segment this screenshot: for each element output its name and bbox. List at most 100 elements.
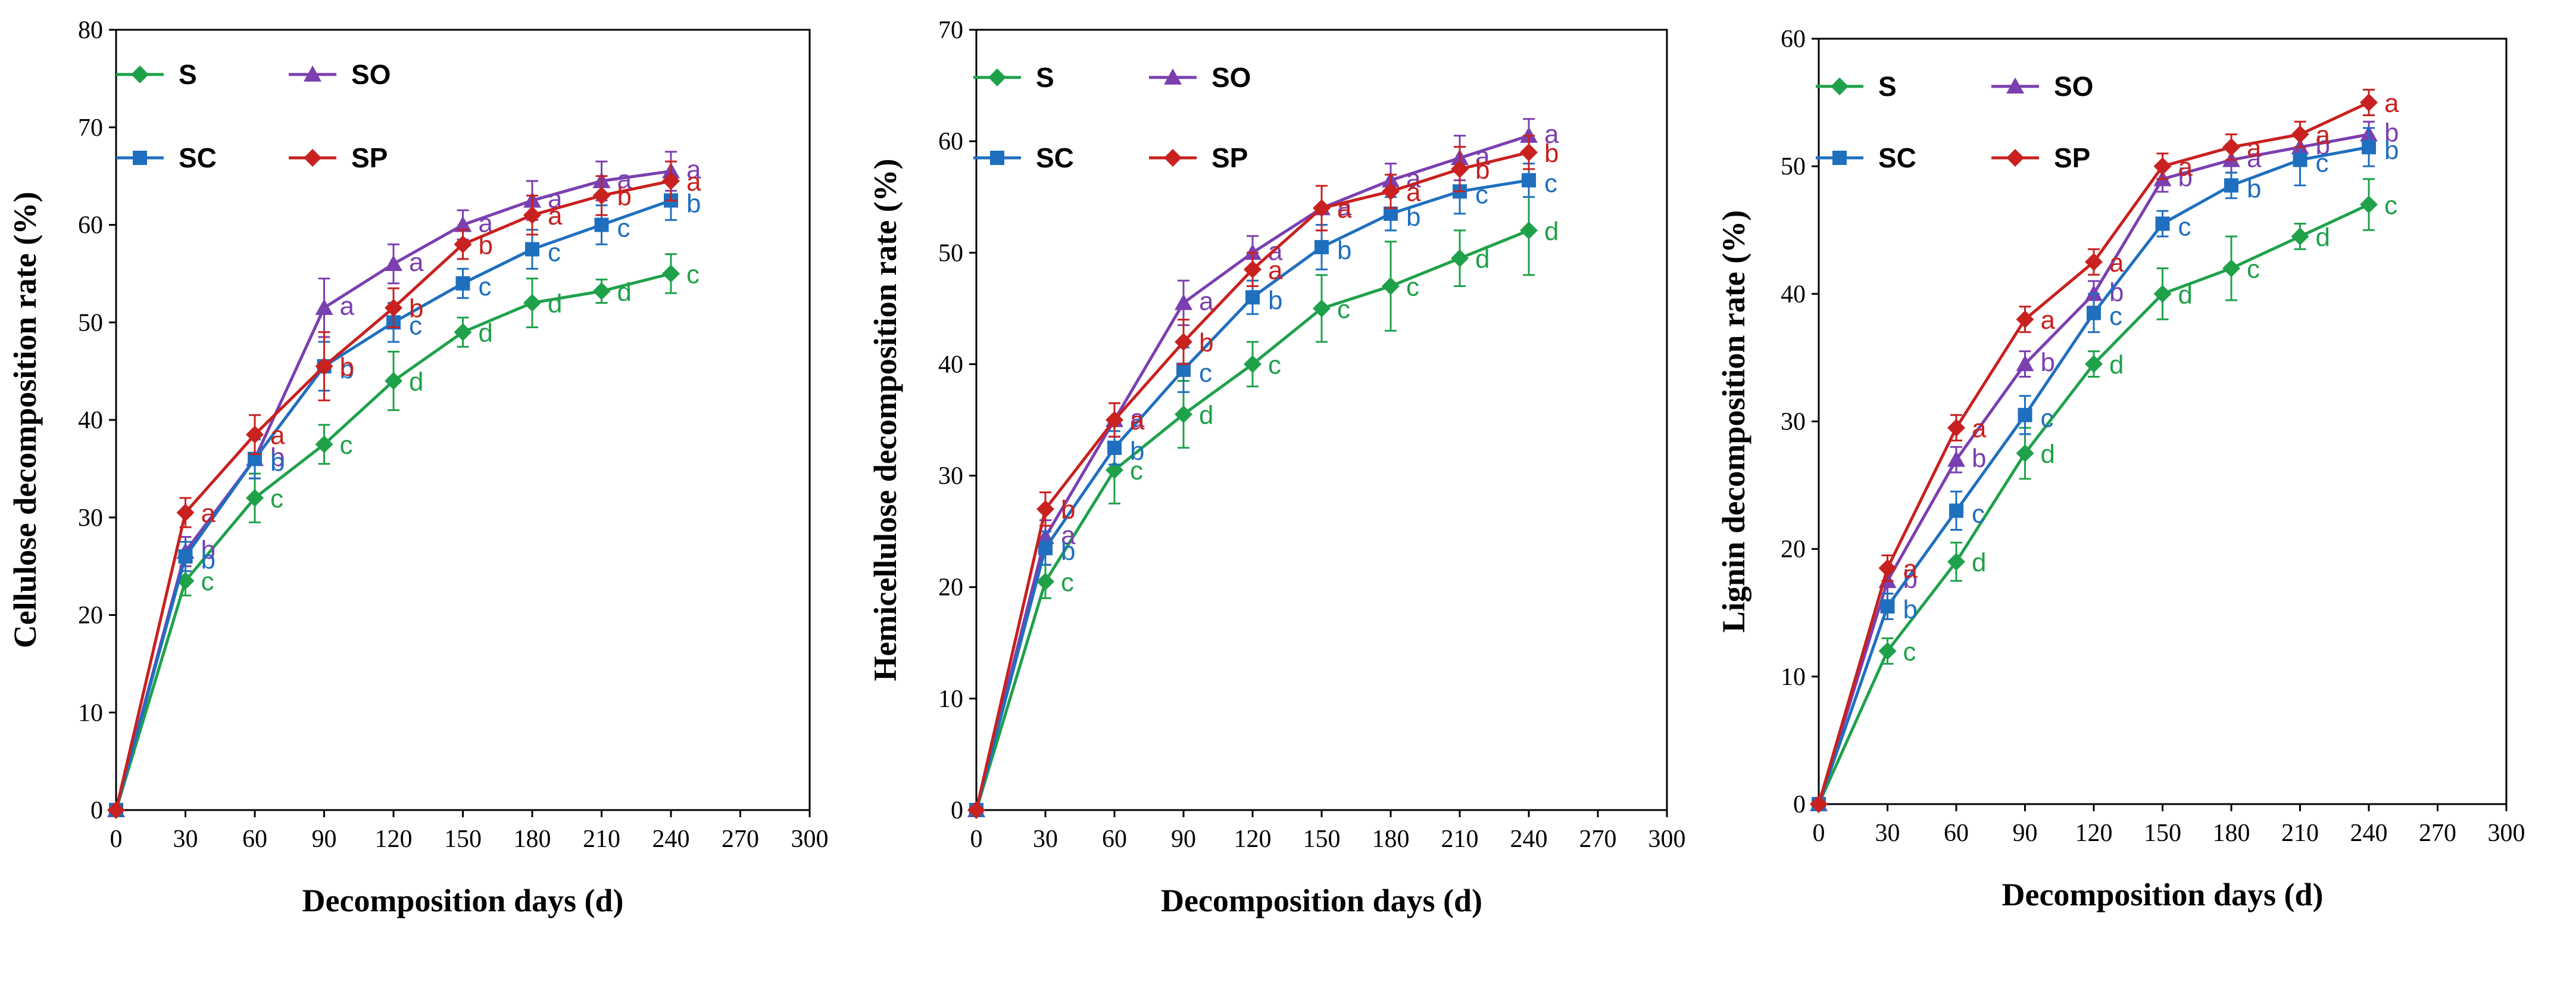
significance-letter: a xyxy=(1337,192,1352,221)
data-point-so xyxy=(454,216,472,232)
significance-letter: a xyxy=(1903,555,1918,584)
significance-letter: a xyxy=(686,167,701,197)
data-point-s xyxy=(2016,444,2034,463)
significance-letter: b xyxy=(1544,139,1559,168)
significance-letter: c xyxy=(1406,272,1419,301)
data-point-sc xyxy=(2018,407,2032,422)
significance-letter: a xyxy=(270,421,285,450)
significance-letter: c xyxy=(1475,180,1488,209)
x-tick-label: 180 xyxy=(1372,826,1410,853)
significance-letter: c xyxy=(686,260,700,289)
y-tick-label: 60 xyxy=(938,128,963,155)
x-axis-title: Decomposition days (d) xyxy=(1161,883,1482,918)
significance-letter: a xyxy=(2247,144,2262,173)
data-point-s xyxy=(1106,461,1123,479)
x-tick-label: 0 xyxy=(110,826,123,853)
data-point-sc xyxy=(178,549,193,564)
x-tick-label: 120 xyxy=(2075,820,2113,847)
x-tick-label: 180 xyxy=(514,826,551,853)
x-tick-label: 120 xyxy=(375,826,413,853)
legend-label-so: SO xyxy=(351,59,391,90)
significance-letter: b xyxy=(1199,328,1213,357)
significance-letter: d xyxy=(1544,217,1559,246)
legend-marker-sp xyxy=(304,149,321,167)
significance-letter: b xyxy=(201,535,216,565)
data-point-sp xyxy=(2291,125,2309,144)
data-point-sp xyxy=(523,206,541,225)
significance-letter: d xyxy=(2109,350,2124,379)
data-point-sc xyxy=(2293,152,2308,167)
legend-label-sc: SC xyxy=(1036,142,1074,173)
y-tick-label: 50 xyxy=(938,239,963,267)
data-point-sc xyxy=(1522,173,1536,188)
significance-letter: a xyxy=(686,155,701,184)
legend-marker-so xyxy=(1164,68,1182,85)
significance-letter: d xyxy=(2178,280,2193,309)
significance-letter: c xyxy=(2109,301,2122,331)
data-point-s xyxy=(315,435,333,453)
x-tick-label: 180 xyxy=(2213,820,2250,847)
x-axis-title: Decomposition days (d) xyxy=(2002,877,2323,913)
significance-letter: c xyxy=(2178,213,2191,242)
x-tick-label: 90 xyxy=(2013,820,2038,847)
legend-label-so: SO xyxy=(1211,62,1251,93)
significance-letter: c xyxy=(1268,350,1281,379)
y-tick-label: 20 xyxy=(1781,536,1806,563)
legend: S SO SC SP xyxy=(973,62,1251,173)
x-tick-label: 270 xyxy=(722,826,759,853)
significance-letter: a xyxy=(409,248,424,277)
significance-letter: a xyxy=(2041,306,2056,335)
significance-letter: a xyxy=(1337,194,1352,223)
x-tick-label: 120 xyxy=(1234,826,1272,853)
data-point-s xyxy=(385,372,402,390)
data-point-s xyxy=(454,323,472,341)
significance-letter: c xyxy=(1130,456,1143,485)
y-tick-label: 60 xyxy=(78,212,103,239)
y-tick-label: 0 xyxy=(1793,791,1806,818)
data-point-sp xyxy=(2222,138,2240,157)
legend-marker-s xyxy=(1831,77,1849,95)
significance-letter: d xyxy=(479,319,493,348)
y-tick-label: 10 xyxy=(938,686,963,713)
y-axis-title: Cellulose decomposition rate (%) xyxy=(7,192,43,648)
data-point-sp xyxy=(1520,143,1538,161)
x-tick-label: 300 xyxy=(1648,826,1686,853)
data-point-sc xyxy=(1949,503,1963,518)
data-point-sp xyxy=(1947,419,1965,437)
x-tick-label: 240 xyxy=(2350,820,2388,847)
chart-panel-3: 0 10 20 30 40 50 60 0 30 60 90 120 150 180 210 240 270 30… xyxy=(1716,26,2525,913)
y-tick-label: 30 xyxy=(1781,409,1806,436)
data-point-s xyxy=(2291,227,2309,245)
y-tick-label: 40 xyxy=(1781,281,1806,308)
legend-marker-so xyxy=(2006,77,2024,94)
y-axis-title: Hemicellulose decomposition rate (%) xyxy=(867,158,903,681)
legend-marker-sc xyxy=(990,151,1004,165)
legend-label-sc: SC xyxy=(1878,142,1916,173)
data-point-sp xyxy=(2085,253,2103,271)
y-tick-label: 40 xyxy=(938,351,963,378)
significance-letter: d xyxy=(617,278,632,307)
y-axis-title: Lignin decomposition rate (%) xyxy=(1716,210,1751,633)
data-point-sp xyxy=(2016,310,2034,329)
legend: S SO SC SP xyxy=(1816,71,2093,173)
significance-letter: c xyxy=(548,238,561,267)
significance-letter: c xyxy=(1903,637,1916,667)
data-point-so xyxy=(385,255,402,271)
x-tick-label: 0 xyxy=(1813,820,1825,847)
data-point-sc xyxy=(2087,306,2101,320)
x-tick-label: 210 xyxy=(1441,826,1479,853)
data-point-sp xyxy=(1313,199,1331,217)
data-point-s xyxy=(1947,553,1965,571)
legend: S SO SC SP xyxy=(116,59,391,173)
data-point-s xyxy=(662,264,680,283)
data-point-sp xyxy=(662,172,680,190)
x-tick-label: 60 xyxy=(1102,826,1127,853)
significance-letter: a xyxy=(2178,152,2193,182)
data-point-sp xyxy=(1810,795,1828,813)
x-tick-label: 30 xyxy=(173,826,198,853)
significance-letter: b xyxy=(1972,444,1986,473)
significance-letter: b xyxy=(479,231,493,260)
significance-letter: b xyxy=(1475,155,1490,185)
